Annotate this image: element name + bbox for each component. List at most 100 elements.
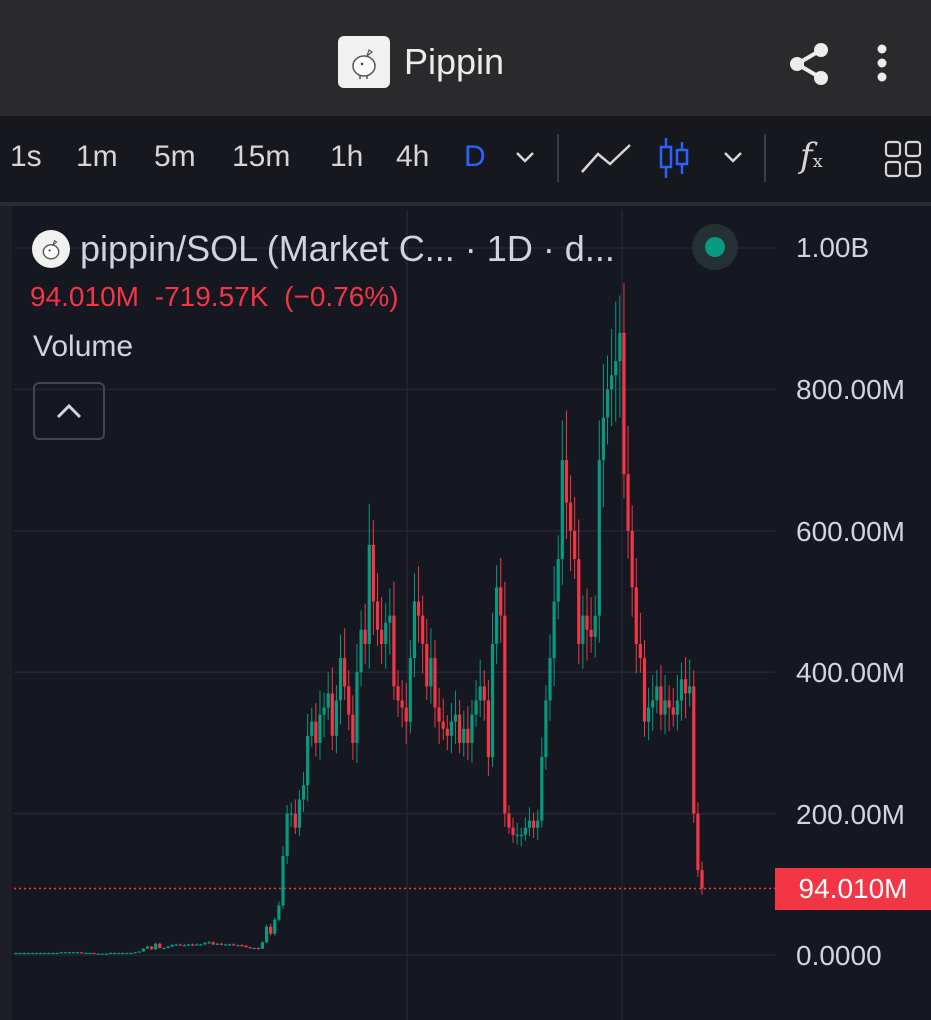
candle-body <box>404 707 408 722</box>
candle-body <box>207 942 211 944</box>
chevron-up-icon <box>56 403 82 419</box>
candle-body <box>351 714 355 743</box>
candle-body <box>154 943 158 950</box>
candle-body <box>215 943 219 945</box>
candles-icon[interactable] <box>656 136 692 185</box>
candle-body <box>191 944 195 946</box>
candle-body <box>211 942 215 945</box>
candle-body <box>277 905 281 920</box>
y-axis-label: 0.0000 <box>796 940 882 971</box>
market-status-indicator[interactable] <box>692 224 738 270</box>
candle-body <box>273 919 277 934</box>
indicators-subscript: x <box>812 151 823 172</box>
candle-body <box>425 643 429 687</box>
candle-body <box>59 952 63 954</box>
timeframe-1s[interactable]: 1s <box>10 140 42 173</box>
candle-body <box>145 946 150 949</box>
candle-body <box>252 947 256 950</box>
candle-body <box>244 945 248 948</box>
timeframe-1h[interactable]: 1h <box>330 140 364 173</box>
candle-body <box>63 952 67 954</box>
candle-body <box>556 559 560 602</box>
candle-body <box>437 707 441 722</box>
candle-body <box>375 601 380 630</box>
candle-body <box>626 474 630 531</box>
candle-body <box>133 952 137 954</box>
chevron-down-icon[interactable] <box>514 150 536 169</box>
more-vertical-icon[interactable] <box>866 40 898 88</box>
collapse-legend-button[interactable] <box>33 382 105 440</box>
candle-body <box>412 601 417 659</box>
candle-body <box>67 952 72 954</box>
candle-body <box>651 700 655 708</box>
y-axis-label: 800.00M <box>796 374 905 405</box>
candle-body <box>605 389 610 418</box>
candle-body <box>51 952 55 955</box>
chevron-down-icon[interactable] <box>722 150 744 169</box>
candle-body <box>178 944 182 946</box>
candle-body <box>219 943 223 945</box>
candle-body <box>655 686 659 701</box>
candle-body <box>486 700 490 758</box>
candle-body <box>232 944 236 946</box>
candle-body <box>663 700 667 715</box>
candle-body <box>314 721 318 743</box>
candle-body <box>478 686 482 701</box>
candle-body <box>688 686 692 694</box>
candle-body <box>610 375 614 390</box>
candle-body <box>166 946 170 948</box>
legend-values: 94.010M -719.57K (−0.76%) <box>30 281 407 313</box>
candle-body <box>347 686 351 715</box>
candle-body <box>589 629 593 637</box>
layout-icon[interactable] <box>884 140 922 183</box>
timeframe-15m[interactable]: 15m <box>232 140 291 173</box>
candle-body <box>466 728 470 743</box>
candle-body <box>499 587 503 616</box>
candle-body <box>384 622 388 644</box>
candle-body <box>408 658 412 722</box>
chart-toolbar: 1s 1m 5m 15m 1h 4h D fx <box>0 116 931 206</box>
candle-body <box>248 947 252 949</box>
candle-body <box>195 944 199 946</box>
candle-body <box>367 544 371 644</box>
candle-body <box>96 953 100 955</box>
candle-body <box>519 834 523 837</box>
volume-indicator-label[interactable]: Volume <box>33 330 134 363</box>
candle-body <box>445 728 449 736</box>
current-value: 94.010M <box>30 281 139 312</box>
candle-body <box>355 672 359 743</box>
line-chart-icon[interactable] <box>580 142 632 181</box>
candle-body <box>236 945 240 947</box>
candle-body <box>527 820 532 828</box>
timeframe-4h[interactable]: 4h <box>396 140 430 173</box>
candle-body <box>363 629 367 644</box>
candle-body <box>182 945 187 947</box>
candle-body <box>482 686 486 701</box>
timeframe-1m[interactable]: 1m <box>76 140 118 173</box>
candle-body <box>108 952 113 955</box>
candle-body <box>338 658 343 701</box>
share-icon[interactable] <box>785 40 833 88</box>
symbol-title: pippin/SOL (Market C... · 1D · d... <box>80 228 615 269</box>
candle-body <box>540 757 544 821</box>
toolbar-divider <box>557 134 559 182</box>
candle-body <box>622 332 626 475</box>
candle-body <box>429 658 433 687</box>
candle-body <box>322 707 326 715</box>
candle-body <box>125 952 129 955</box>
candle-body <box>326 693 330 708</box>
candle-body <box>306 735 310 786</box>
candle-body <box>137 951 141 953</box>
candle-body <box>495 587 499 644</box>
candle-body <box>449 721 454 736</box>
change-value: -719.57K <box>154 281 269 312</box>
candle-body <box>568 502 573 531</box>
candle-body <box>310 721 314 736</box>
indicators-icon[interactable]: fx <box>800 136 823 176</box>
legend-symbol-row[interactable]: pippin/SOL (Market C... · 1D · d... <box>32 228 615 270</box>
candle-body <box>269 926 273 934</box>
candle-body <box>634 587 638 644</box>
timeframe-d[interactable]: D <box>464 140 486 173</box>
timeframe-5m[interactable]: 5m <box>154 140 196 173</box>
